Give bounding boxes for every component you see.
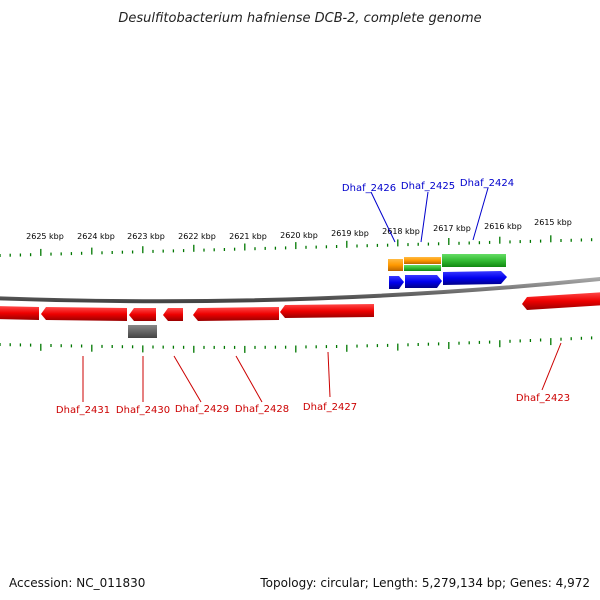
gene-label-dhaf-2424[interactable]: Dhaf_2424: [460, 178, 514, 189]
gene-label-dhaf-2423[interactable]: Dhaf_2423: [516, 393, 570, 404]
kbp-label: 2618 kbp: [382, 227, 420, 236]
gene-label-dhaf-2431[interactable]: Dhaf_2431: [56, 405, 110, 416]
gene-arrow-forward: [443, 271, 507, 285]
bottom-gene-callouts: Dhaf_2431 Dhaf_2430 Dhaf_2429 Dhaf_2428 …: [56, 342, 570, 416]
callout-line: [370, 191, 396, 243]
gene-arrow-reverse: [193, 307, 279, 321]
gene-arrow-reverse: [129, 308, 156, 321]
top-gene-callouts: Dhaf_2426 Dhaf_2425 Dhaf_2424: [342, 178, 514, 243]
gene-arrow-forward: [389, 276, 404, 289]
callout-line: [541, 342, 562, 391]
topology-text: Topology: circular; Length: 5,279,134 bp…: [260, 576, 590, 590]
gene-label-dhaf-2429[interactable]: Dhaf_2429: [175, 404, 229, 415]
kbp-label: 2617 kbp: [433, 224, 471, 233]
gene-arrow-reverse: [0, 306, 39, 320]
kbp-label: 2624 kbp: [77, 232, 115, 241]
kbp-label: 2622 kbp: [178, 232, 216, 241]
kbp-label: 2616 kbp: [484, 222, 522, 231]
kbp-label: 2625 kbp: [26, 232, 64, 241]
callout-line: [327, 351, 331, 398]
genome-backbone: [0, 276, 600, 304]
feature-green: [442, 254, 506, 267]
callout-line: [420, 191, 429, 243]
gene-arrow-reverse: [41, 307, 127, 321]
top-tick-marks: [0, 235, 593, 257]
accession-text: Accession: NC_011830: [9, 576, 146, 590]
reverse-strand-features: [0, 292, 600, 338]
gene-arrow-reverse: [280, 304, 374, 318]
forward-strand-features: [388, 254, 507, 289]
kbp-label: 2620 kbp: [280, 231, 318, 240]
gene-arrow-reverse: [163, 308, 183, 321]
feature-green: [404, 265, 441, 271]
map-title: Desulfitobacterium hafniense DCB-2, comp…: [118, 11, 481, 26]
gene-label-dhaf-2430[interactable]: Dhaf_2430: [116, 405, 170, 416]
kbp-label: 2619 kbp: [331, 229, 369, 238]
kbp-label: 2615 kbp: [534, 218, 572, 227]
callout-line: [235, 355, 263, 403]
kbp-label: 2623 kbp: [127, 232, 165, 241]
feature-grey: [128, 325, 157, 338]
callout-line: [173, 355, 202, 403]
callout-line: [472, 187, 489, 241]
kbp-axis-labels: 2625 kbp 2624 kbp 2623 kbp 2622 kbp 2621…: [26, 218, 572, 241]
feature-orange: [404, 257, 441, 264]
gene-arrow-reverse: [522, 292, 600, 310]
gene-label-dhaf-2428[interactable]: Dhaf_2428: [235, 404, 289, 415]
feature-orange: [388, 259, 403, 271]
gene-label-dhaf-2426[interactable]: Dhaf_2426: [342, 183, 396, 194]
bottom-tick-marks: [0, 336, 593, 353]
kbp-label: 2621 kbp: [229, 232, 267, 241]
gene-label-dhaf-2427[interactable]: Dhaf_2427: [303, 402, 357, 413]
gene-arrow-forward: [405, 275, 442, 288]
gene-label-dhaf-2425[interactable]: Dhaf_2425: [401, 181, 455, 192]
